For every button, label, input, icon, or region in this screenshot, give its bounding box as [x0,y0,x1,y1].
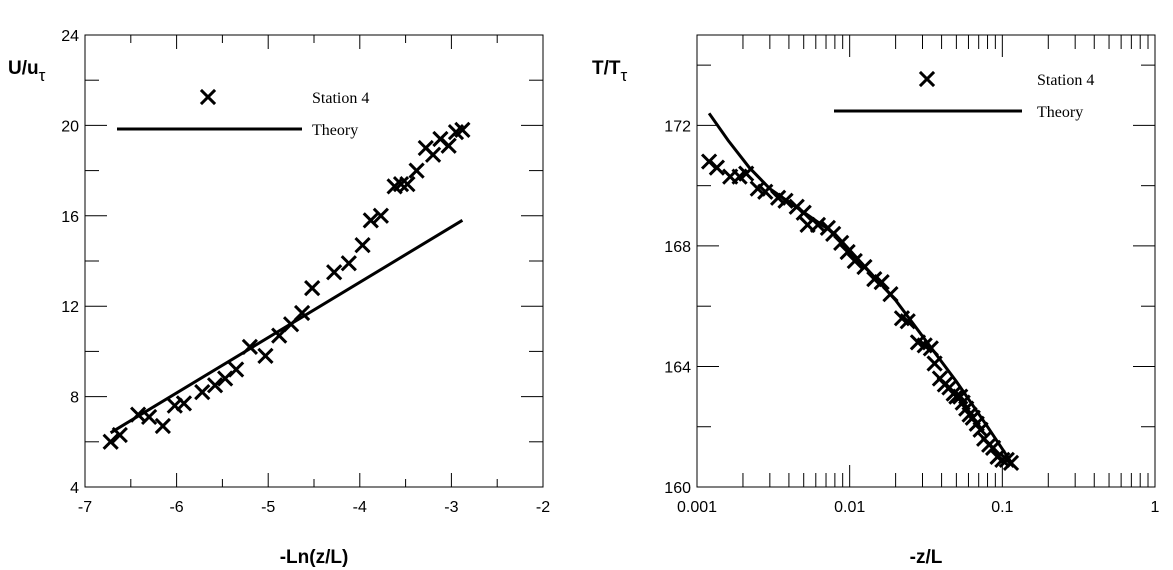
data-point [304,279,321,297]
x-tick-label: 0.001 [677,499,717,516]
data-point [102,433,119,450]
x-axis-ticks [84,35,544,487]
data-point [424,146,442,163]
x-tick-label: -5 [261,499,275,516]
legend: Station 4 Theory [117,88,369,139]
data-point [708,159,726,176]
x-tick-label: -7 [78,499,92,516]
x-axis-title: -z/L [910,547,943,568]
x-tick-label: -3 [444,499,458,516]
data-point [408,162,425,179]
y-tick-label: 20 [61,118,79,135]
y-tick-label: 8 [70,390,79,407]
legend-label-station-4: Station 4 [312,90,369,107]
data-point [257,347,274,365]
y-axis-title: T/Tτ [592,58,628,85]
data-point [399,176,416,193]
data-point [899,313,916,330]
theory-line [109,219,464,435]
data-point [194,383,211,401]
x-tick-label: 0.1 [991,499,1013,516]
data-point [799,216,816,233]
data-point [972,421,989,438]
y-tick-label: 160 [664,480,691,497]
data-point [770,189,787,206]
data-point [984,439,1002,456]
theory-line [707,112,1013,464]
data-point [846,252,863,270]
plot-frame [696,34,1156,488]
x-tick-label: -2 [536,499,550,516]
station-4-series [102,121,471,450]
data-point [175,395,193,412]
data-point [271,327,288,344]
data-point [228,361,245,378]
data-point [326,264,343,281]
y-tick-label: 16 [61,209,79,226]
x-axis-title: -Ln(z/L) [280,547,349,568]
x-tick-label: -4 [353,499,367,516]
y-tick-label: 4 [70,480,79,497]
data-point [454,121,471,139]
y-tick-label: 168 [664,239,691,256]
data-point [440,137,457,154]
legend-label-theory: Theory [312,122,358,139]
data-point [354,237,371,254]
x-tick-label: 0.01 [834,499,865,516]
y-axis-ticks [85,34,543,488]
station-4-series [700,153,1020,472]
y-axis-ticks [697,64,1155,488]
legend-marker-station-4 [918,70,936,88]
chart-panel-1: -7 -6 -5 -4 -3 -2 4 8 12 16 20 24 -Ln(z/L) U/uτ Statio… [8,28,550,568]
data-point [340,255,357,272]
data-point [362,212,379,229]
legend-label-theory: Theory [1037,104,1083,121]
legend-label-station-4: Station 4 [1037,72,1094,89]
data-point [293,304,311,322]
data-point [873,273,890,291]
y-axis-title: U/uτ [8,58,46,85]
y-tick-label: 24 [61,28,79,45]
x-tick-label: 1 [1151,499,1160,516]
legend: Station 4 Theory [834,70,1094,121]
x-tick-label: -6 [169,499,183,516]
y-tick-label: 12 [61,299,79,316]
data-point [749,180,766,197]
data-point [206,377,224,394]
y-tick-label: 164 [664,359,691,376]
y-tick-label: 172 [664,118,691,135]
data-point [372,207,389,224]
legend-marker-station-4 [199,88,217,106]
x-axis-ticks [696,35,1156,487]
chart-panel-2: 0.001 0.01 0.1 1 160 164 168 172 -z/L T/Tτ Station… [592,34,1160,568]
data-point [154,417,171,435]
